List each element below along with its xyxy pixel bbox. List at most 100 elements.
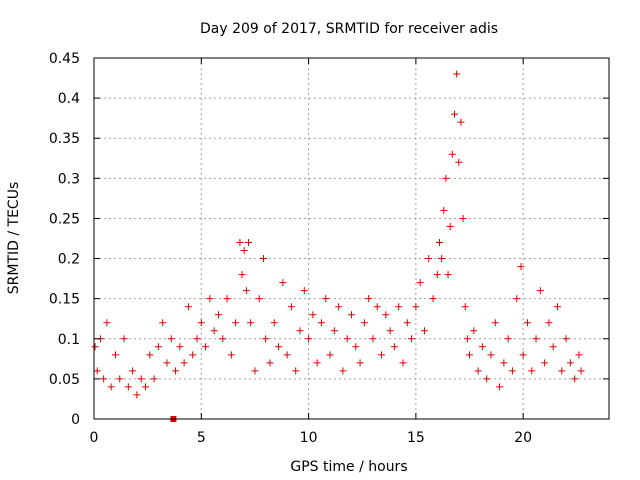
data-point	[91, 343, 99, 351]
data-point	[435, 239, 443, 247]
data-point	[470, 327, 478, 335]
data-point-plus	[189, 351, 197, 359]
data-point-plus	[275, 343, 283, 351]
y-tick-labels: 0 0.05 0.1 0.15 0.2 0.25 0.3 0.35 0.4 0.45	[49, 51, 80, 428]
data-point-plus	[313, 359, 321, 367]
data-point	[232, 319, 240, 327]
data-point-plus	[399, 359, 407, 367]
data-point-plus	[137, 375, 145, 383]
data-point-plus	[326, 351, 334, 359]
data-point-plus	[296, 327, 304, 335]
data-point	[459, 214, 467, 222]
data-point	[390, 343, 398, 351]
data-point	[283, 351, 291, 359]
data-point-plus	[193, 335, 201, 343]
data-point-plus	[335, 303, 343, 311]
data-point-plus	[365, 295, 373, 303]
data-point-plus	[309, 311, 317, 319]
data-point	[238, 271, 246, 279]
data-point-plus	[536, 287, 544, 295]
data-point	[466, 351, 474, 359]
data-point	[176, 343, 184, 351]
data-point-plus	[287, 303, 295, 311]
x-tick-label: 0	[90, 430, 99, 446]
data-point-plus	[167, 335, 175, 343]
data-point-plus	[270, 319, 278, 327]
data-point-plus	[504, 335, 512, 343]
data-point-plus	[382, 311, 390, 319]
data-point-plus	[532, 335, 540, 343]
data-point-plus	[496, 383, 504, 391]
y-tick-label: 0.1	[58, 332, 80, 348]
data-point-plus	[238, 271, 246, 279]
data-point	[378, 351, 386, 359]
data-point	[549, 343, 557, 351]
data-point-plus	[202, 343, 210, 351]
data-point	[210, 327, 218, 335]
y-axis-title: SRMTID / TECUs	[6, 182, 22, 295]
data-point-plus	[549, 343, 557, 351]
data-point	[227, 351, 235, 359]
data-point-plus	[412, 303, 420, 311]
data-point-plus	[330, 327, 338, 335]
data-point	[206, 295, 214, 303]
data-point	[202, 343, 210, 351]
data-point	[403, 319, 411, 327]
data-point-plus	[523, 319, 531, 327]
data-point-plus	[455, 158, 463, 166]
data-point	[496, 383, 504, 391]
data-point-plus	[463, 335, 471, 343]
data-point-plus	[339, 367, 347, 375]
data-point-plus	[513, 295, 521, 303]
data-point	[317, 319, 325, 327]
data-point-plus	[120, 335, 128, 343]
data-point	[517, 263, 525, 271]
data-point-plus	[416, 279, 424, 287]
data-point	[474, 367, 482, 375]
data-point	[260, 255, 268, 263]
data-point	[412, 303, 420, 311]
data-point-plus	[474, 367, 482, 375]
data-point-plus	[172, 367, 180, 375]
data-point	[536, 287, 544, 295]
data-point-plus	[558, 367, 566, 375]
data-point	[255, 295, 263, 303]
data-point	[343, 335, 351, 343]
data-point-plus	[483, 375, 491, 383]
data-point	[457, 118, 465, 126]
y-tick-label: 0.45	[49, 51, 80, 67]
data-point-plus	[343, 335, 351, 343]
data-point	[197, 319, 205, 327]
data-point-plus	[433, 271, 441, 279]
data-marks	[91, 70, 585, 422]
data-point-plus	[575, 351, 583, 359]
data-point-plus	[466, 351, 474, 359]
data-point-plus	[227, 351, 235, 359]
data-point	[93, 367, 101, 375]
data-point	[270, 319, 278, 327]
data-point-plus	[403, 319, 411, 327]
data-point-plus	[453, 70, 461, 78]
data-point-plus	[554, 303, 561, 311]
data-point	[513, 295, 521, 303]
data-point	[120, 335, 128, 343]
data-point	[129, 367, 137, 375]
data-point-plus	[378, 351, 386, 359]
data-point	[146, 351, 154, 359]
data-point-plus	[425, 255, 433, 263]
data-point	[360, 319, 368, 327]
data-point-plus	[369, 335, 377, 343]
data-point-plus	[519, 351, 527, 359]
data-point	[558, 367, 566, 375]
data-point	[575, 351, 583, 359]
data-point-plus	[348, 311, 355, 319]
data-point-plus	[247, 319, 255, 327]
data-point	[356, 359, 364, 367]
data-point-plus	[487, 351, 495, 359]
data-point	[453, 70, 461, 78]
x-tick-label: 15	[407, 430, 425, 446]
data-point-plus	[300, 287, 308, 295]
data-point-plus	[176, 343, 184, 351]
data-point-plus	[461, 303, 469, 311]
